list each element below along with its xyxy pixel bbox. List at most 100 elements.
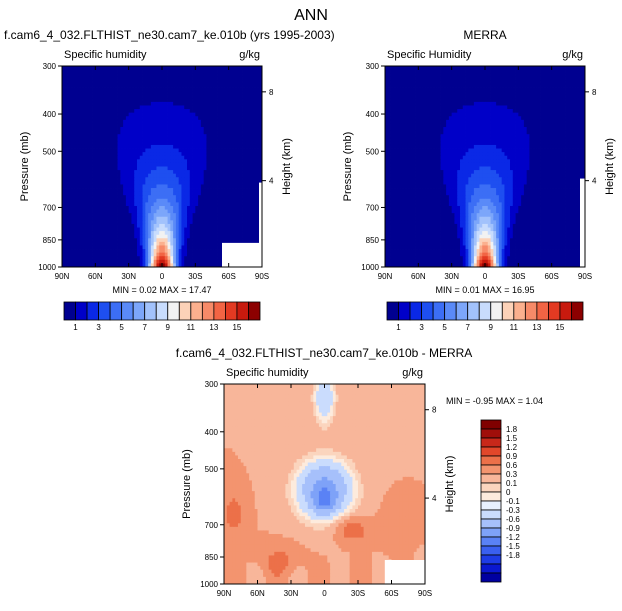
heatmap-cell xyxy=(159,195,162,199)
heatmap-cell xyxy=(215,210,218,214)
heatmap-cell xyxy=(454,77,457,81)
heatmap-cell xyxy=(240,195,243,199)
heatmap-cell xyxy=(223,220,226,224)
heatmap-cell xyxy=(234,192,237,196)
heatmap-cell xyxy=(129,131,132,135)
heatmap-cell xyxy=(81,242,84,246)
heatmap-cell xyxy=(181,210,184,214)
heatmap-cell xyxy=(254,77,257,81)
heatmap-cell xyxy=(95,77,98,81)
heatmap-cell xyxy=(162,217,165,221)
heatmap-cell xyxy=(93,202,96,206)
heatmap-cell xyxy=(101,98,104,102)
heatmap-cell xyxy=(195,73,198,77)
heatmap-cell xyxy=(502,66,505,70)
heatmap-cell xyxy=(393,95,396,99)
heatmap-cell xyxy=(84,127,87,131)
heatmap-cell xyxy=(79,195,82,199)
heatmap-cell xyxy=(120,238,123,242)
heatmap-cell xyxy=(429,98,432,102)
heatmap-cell xyxy=(215,181,218,185)
heatmap-cell xyxy=(396,102,399,106)
heatmap-cell xyxy=(201,242,204,246)
heatmap-cell xyxy=(474,73,477,77)
heatmap-cell xyxy=(112,98,115,102)
heatmap-cell xyxy=(243,184,246,188)
heatmap-cell xyxy=(70,170,73,174)
heatmap-cell xyxy=(115,116,118,120)
heatmap-cell xyxy=(181,84,184,88)
heatmap-cell xyxy=(137,80,140,84)
heatmap-cell xyxy=(79,156,82,160)
heatmap-cell xyxy=(168,228,171,232)
heatmap-cell xyxy=(81,256,84,260)
heatmap-cell xyxy=(106,102,109,106)
heatmap-cell xyxy=(201,102,204,106)
heatmap-cell xyxy=(76,238,79,242)
heatmap-cell xyxy=(435,73,438,77)
heatmap-cell xyxy=(229,206,232,210)
heatmap-cell xyxy=(65,249,68,253)
heatmap-cell xyxy=(201,184,204,188)
heatmap-cell xyxy=(134,66,137,70)
heatmap-cell xyxy=(229,105,232,109)
heatmap-cell xyxy=(206,199,209,203)
heatmap-cell xyxy=(187,84,190,88)
heatmap-cell xyxy=(159,228,162,232)
heatmap-cell xyxy=(70,220,73,224)
heatmap-cell xyxy=(109,253,112,257)
heatmap-cell xyxy=(254,91,257,95)
heatmap-cell xyxy=(396,98,399,102)
heatmap-cell xyxy=(424,77,427,81)
heatmap-cell xyxy=(76,260,79,264)
heatmap-cell xyxy=(151,131,154,135)
heatmap-cell xyxy=(123,231,126,235)
heatmap-cell xyxy=(168,77,171,81)
heatmap-cell xyxy=(84,77,87,81)
heatmap-cell xyxy=(418,70,421,74)
heatmap-cell xyxy=(184,224,187,228)
heatmap-cell xyxy=(84,202,87,206)
heatmap-cell xyxy=(95,98,98,102)
heatmap-cell xyxy=(198,217,201,221)
heatmap-cell xyxy=(70,192,73,196)
heatmap-cell xyxy=(193,235,196,239)
heatmap-cell xyxy=(212,217,215,221)
heatmap-cell xyxy=(159,249,162,253)
heatmap-cell xyxy=(240,174,243,178)
heatmap-cell xyxy=(215,253,218,257)
heatmap-cell xyxy=(529,66,532,70)
heatmap-cell xyxy=(98,238,101,242)
heatmap-cell xyxy=(90,109,93,113)
heatmap-cell xyxy=(87,235,90,239)
heatmap-cell xyxy=(76,181,79,185)
heatmap-cell xyxy=(527,105,530,109)
heatmap-cell xyxy=(245,113,248,117)
heatmap-cell xyxy=(243,120,246,124)
heatmap-cell xyxy=(70,102,73,106)
heatmap-cell xyxy=(84,256,87,260)
heatmap-cell xyxy=(137,242,140,246)
heatmap-cell xyxy=(90,206,93,210)
heatmap-cell xyxy=(218,138,221,142)
heatmap-cell xyxy=(198,95,201,99)
heatmap-cell xyxy=(84,174,87,178)
heatmap-cell xyxy=(187,220,190,224)
heatmap-cell xyxy=(145,235,148,239)
heatmap-cell xyxy=(513,98,516,102)
heatmap-cell xyxy=(123,73,126,77)
heatmap-cell xyxy=(206,116,209,120)
heatmap-cell xyxy=(65,188,68,192)
heatmap-cell xyxy=(215,163,218,167)
heatmap-cell xyxy=(170,127,173,131)
heatmap-cell xyxy=(240,231,243,235)
heatmap-cell xyxy=(129,238,132,242)
heatmap-cell xyxy=(234,159,237,163)
heatmap-cell xyxy=(87,123,90,127)
heatmap-cell xyxy=(218,105,221,109)
heatmap-cell xyxy=(256,159,259,163)
heatmap-cell xyxy=(145,249,148,253)
heatmap-cell xyxy=(218,210,221,214)
heatmap-cell xyxy=(137,66,140,70)
heatmap-cell xyxy=(76,235,79,239)
